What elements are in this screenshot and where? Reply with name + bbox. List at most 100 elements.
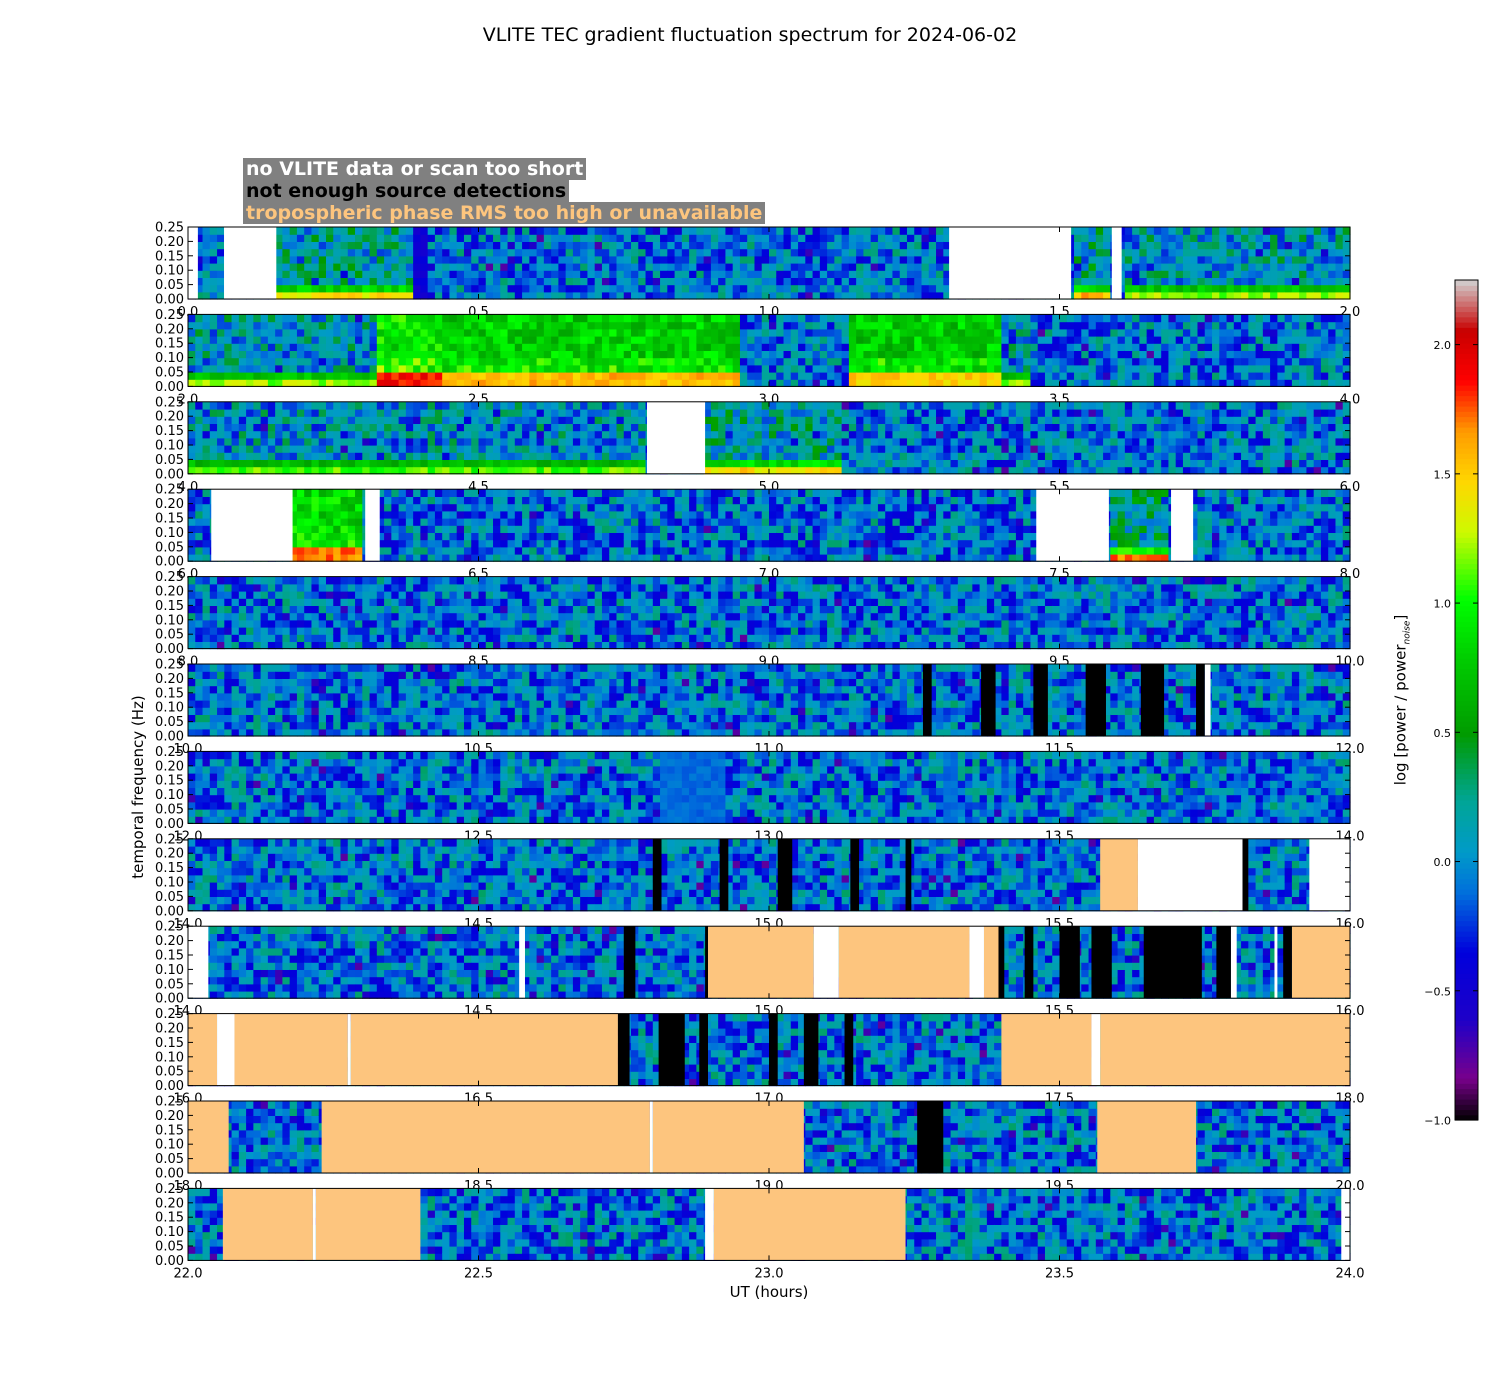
heatmap-cell	[739, 423, 748, 432]
heatmap-cell	[580, 284, 589, 293]
heatmap-cell	[369, 321, 378, 330]
heatmap-cell	[1168, 430, 1177, 439]
heatmap-cell	[362, 350, 371, 359]
heatmap-cell	[369, 430, 378, 439]
heatmap-cell	[594, 423, 603, 432]
heatmap-cell	[725, 401, 734, 410]
heatmap-cell	[1008, 459, 1017, 468]
heatmap-cell	[1204, 372, 1213, 380]
heatmap-cell	[1299, 416, 1308, 424]
heatmap-cell	[202, 336, 211, 344]
heatmap-cell	[863, 336, 872, 344]
heatmap-cell	[442, 416, 451, 424]
heatmap-cell	[420, 343, 429, 351]
heatmap-cell	[188, 343, 196, 351]
heatmap-cell	[1277, 437, 1286, 446]
heatmap-cell	[1299, 263, 1308, 271]
heatmap-cell	[1226, 357, 1235, 366]
heatmap-cell	[587, 270, 596, 278]
heatmap-cell	[536, 291, 545, 300]
heatmap-cell	[928, 350, 937, 359]
heatmap-cell	[202, 554, 211, 562]
heatmap-cell	[1052, 409, 1061, 417]
heatmap-cell	[355, 277, 363, 286]
heatmap-cell	[710, 350, 719, 359]
heatmap-cell	[783, 291, 792, 300]
heatmap-cell	[449, 401, 458, 410]
heatmap-cell	[209, 437, 218, 446]
heatmap-cell	[928, 321, 937, 330]
heatmap-cell	[246, 409, 254, 417]
heatmap-cell	[1233, 430, 1242, 439]
heatmap-cell	[957, 409, 966, 417]
heatmap-cell	[282, 241, 291, 250]
heatmap-cell	[1284, 234, 1293, 242]
heatmap-cell	[355, 336, 363, 344]
heatmap-cell	[282, 343, 291, 351]
heatmap-cell	[761, 248, 770, 257]
heatmap-cell	[1197, 357, 1206, 366]
heatmap-cell	[202, 452, 211, 460]
heatmap-cell	[1052, 321, 1061, 330]
heatmap-cell	[442, 227, 451, 235]
heatmap-cell	[1124, 364, 1133, 373]
heatmap-cell	[710, 234, 719, 242]
heatmap-cell	[885, 255, 894, 264]
heatmap-cell	[1081, 350, 1090, 359]
heatmap-cell	[1306, 255, 1315, 264]
heatmap-cell	[1226, 401, 1235, 410]
heatmap-cell	[362, 364, 371, 373]
heatmap-cell	[282, 452, 291, 460]
heatmap-cell	[282, 227, 291, 235]
heatmap-cell	[413, 314, 421, 323]
heatmap-cell	[1001, 445, 1010, 453]
heatmap-cell	[1262, 291, 1271, 300]
heatmap-cell	[1320, 364, 1329, 373]
heatmap-cell	[580, 350, 589, 359]
heatmap-cell	[493, 452, 501, 460]
heatmap-cell	[580, 248, 589, 257]
heatmap-cell	[936, 416, 944, 424]
heatmap-cell	[703, 364, 712, 373]
heatmap-cell	[587, 445, 596, 453]
heatmap-cell	[427, 277, 436, 286]
heatmap-cell	[536, 284, 545, 293]
heatmap-cell	[921, 379, 930, 387]
heatmap-cell	[449, 459, 458, 468]
heatmap-cell	[1059, 401, 1068, 410]
heatmap-cell	[333, 423, 342, 432]
heatmap-cell	[609, 227, 618, 235]
heatmap-cell	[1262, 379, 1271, 387]
heatmap-cell	[914, 255, 923, 264]
heatmap-cell	[1342, 263, 1351, 271]
heatmap-cell	[1030, 350, 1039, 359]
heatmap-cell	[986, 452, 995, 460]
heatmap-cell	[936, 248, 944, 257]
heatmap-cell	[689, 255, 697, 264]
heatmap-cell	[1320, 357, 1329, 366]
heatmap-cell	[783, 379, 792, 387]
heatmap-cell	[1212, 452, 1220, 460]
heatmap-cell	[885, 452, 894, 460]
heatmap-cell	[384, 357, 392, 366]
heatmap-cell	[848, 452, 857, 460]
heatmap-cell	[384, 364, 392, 373]
heatmap-cell	[202, 503, 211, 512]
heatmap-cell	[986, 350, 995, 359]
heatmap-cell	[645, 364, 654, 373]
heatmap-cell	[623, 328, 632, 337]
heatmap-cell	[551, 284, 559, 293]
heatmap-cell	[906, 401, 915, 410]
heatmap-cell	[965, 350, 973, 359]
heatmap-cell	[841, 248, 850, 257]
heatmap-cell	[834, 248, 843, 257]
heatmap-cell	[638, 263, 647, 271]
heatmap-cell	[529, 409, 538, 417]
heatmap-cell	[1001, 466, 1010, 475]
heatmap-cell	[304, 321, 313, 330]
heatmap-cell	[1204, 227, 1213, 235]
heatmap-cell	[289, 364, 298, 373]
heatmap-cell	[1219, 437, 1228, 446]
heatmap-cell	[1190, 248, 1199, 257]
heatmap-cell	[1168, 241, 1177, 250]
